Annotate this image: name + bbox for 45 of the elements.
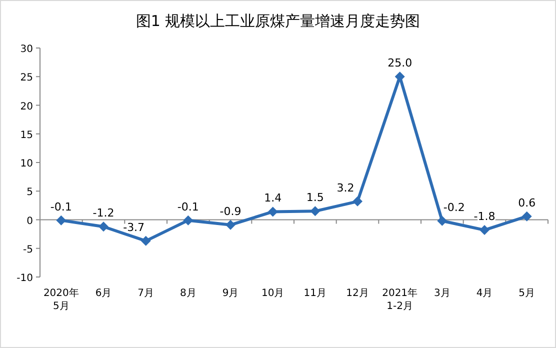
x-tick-label: 12月	[346, 288, 369, 299]
point	[56, 215, 66, 226]
y-tick-label: 5	[26, 187, 33, 198]
point	[310, 206, 320, 216]
point	[480, 225, 490, 236]
chart-title: 图1 规模以上工业原煤产量增速月度走势图	[136, 12, 420, 30]
data-label: 25.0	[388, 56, 412, 70]
y-tick-label: 30	[20, 44, 33, 55]
x-tick-label: 8月	[180, 288, 196, 299]
x-tick-label: 11月	[304, 288, 327, 299]
x-tick-label: 3月	[434, 288, 450, 299]
x-tick-label: 9月	[222, 288, 239, 299]
point	[352, 196, 362, 206]
y-tick-label: 15	[20, 130, 33, 141]
x-tick-label: 10月	[261, 288, 284, 299]
y-tick-label: -5	[23, 244, 33, 256]
data-label: 1.5	[306, 191, 324, 204]
point	[98, 222, 108, 232]
data-label: -0.2	[443, 200, 465, 214]
point	[437, 216, 448, 226]
data-label: -1.2	[92, 206, 114, 220]
data-label: -0.1	[50, 200, 72, 214]
x-tick-label: 4月	[476, 288, 493, 299]
x-tick-label: 6月	[95, 288, 112, 299]
x-tick-label: 5月	[518, 288, 536, 299]
y-tick-label: 20	[20, 101, 33, 112]
x-tick-label: 7月	[138, 288, 154, 299]
data-label: -0.9	[220, 204, 242, 218]
data-label: -3.7	[123, 220, 145, 234]
point	[268, 206, 278, 217]
point	[226, 220, 236, 230]
point	[183, 215, 194, 226]
data-label: 0.6	[518, 196, 536, 210]
data-label: -1.8	[474, 210, 496, 224]
x-tick-label: 2020年 5月	[43, 287, 79, 312]
data-label: -0.1	[177, 200, 199, 214]
y-tick-label: 10	[20, 158, 33, 170]
point	[140, 236, 151, 246]
y-tick-label: 0	[26, 216, 33, 227]
data-label: 3.2	[336, 181, 354, 194]
y-tick-label: 25	[20, 72, 33, 84]
data-label: 1.4	[264, 192, 282, 205]
point	[522, 211, 532, 222]
x-tick-label: 2021年 1-2月	[382, 287, 418, 312]
y-tick-label: -10	[16, 273, 33, 284]
